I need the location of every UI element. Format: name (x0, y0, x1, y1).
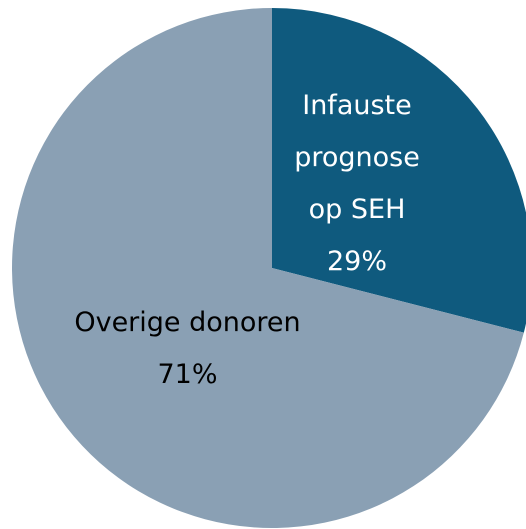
pie-slice (272, 8, 526, 333)
pie-slice (11, 8, 524, 528)
value-label: 29% (326, 246, 387, 277)
slice-label: Overige donoren 71% (20, 297, 355, 401)
category-label: Infauste prognose op SEH (294, 90, 420, 225)
slice-label: Infauste prognose op SEH 29% (291, 80, 423, 288)
value-label: 71% (157, 359, 218, 390)
category-label: Overige donoren (74, 307, 301, 338)
